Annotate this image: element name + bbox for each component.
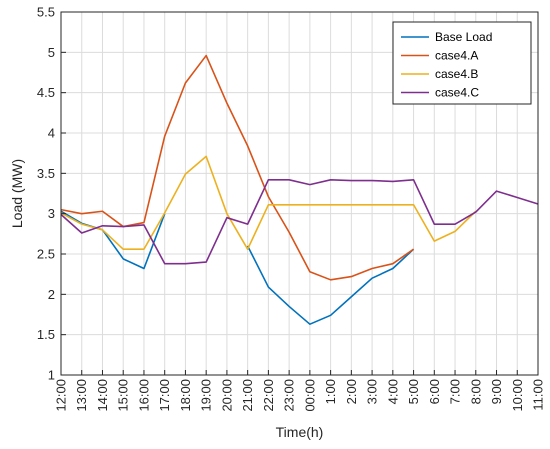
y-tick-label: 3.5 <box>37 166 55 181</box>
y-tick-label: 4.5 <box>37 85 55 100</box>
y-tick-label: 3 <box>48 206 55 221</box>
legend: Base Load case4.A case4.B case4.C <box>392 21 532 105</box>
y-tick-label: 5.5 <box>37 5 55 20</box>
x-tick-label: 16:00 <box>136 379 151 412</box>
x-tick-label: 8:00 <box>468 379 483 404</box>
x-tick-label: 00:00 <box>302 379 317 412</box>
y-tick-label: 2.5 <box>37 247 55 262</box>
x-tick-label: 23:00 <box>282 379 297 412</box>
y-tick-labels: 1 1.5 2 2.5 3 3.5 4 4.5 5 5.5 <box>37 5 66 383</box>
x-tick-label: 5:00 <box>406 379 421 404</box>
legend-entry: case4.B <box>435 67 478 81</box>
x-tick-label: 18:00 <box>178 379 193 412</box>
x-axis-label: Time(h) <box>276 424 324 440</box>
x-tick-label: 17:00 <box>157 379 172 412</box>
y-tick-label: 4 <box>48 126 55 141</box>
x-tick-label: 19:00 <box>199 379 214 412</box>
x-tick-label: 6:00 <box>427 379 442 404</box>
x-tick-label: 2:00 <box>344 379 359 404</box>
y-tick-label: 5 <box>48 45 55 60</box>
y-tick-label: 1 <box>48 368 55 383</box>
legend-box <box>392 21 532 105</box>
series-line-case4-a <box>60 54 415 281</box>
x-tick-label: 20:00 <box>219 379 234 412</box>
x-tick-label: 14:00 <box>95 379 110 412</box>
x-tick-label: 9:00 <box>489 379 504 404</box>
x-tick-labels: 12:00 13:00 14:00 15:00 16:00 17:00 18:00 19:00… <box>54 370 546 412</box>
y-tick-label: 1.5 <box>37 327 55 342</box>
x-tick-label: 11:00 <box>531 379 546 411</box>
x-tick-label: 4:00 <box>385 379 400 404</box>
series-line-case4-b <box>60 155 477 250</box>
legend-entry: case4.A <box>435 49 478 63</box>
y-axis-label: Load (MW) <box>9 159 25 228</box>
x-tick-label: 12:00 <box>54 379 69 412</box>
plot-frame <box>60 11 539 376</box>
series-lines <box>60 54 539 325</box>
y-tick-label: 2 <box>48 287 55 302</box>
x-tick-label: 15:00 <box>116 379 131 412</box>
x-tick-label: 10:00 <box>510 379 525 412</box>
x-tick-label: 3:00 <box>365 379 380 404</box>
x-tick-label: 1:00 <box>323 379 338 404</box>
series-line-case4-c <box>60 178 539 265</box>
x-tick-label: 7:00 <box>448 379 463 404</box>
x-tick-label: 21:00 <box>240 379 255 412</box>
series-line-base-load <box>60 210 415 325</box>
legend-entry: case4.C <box>435 86 479 100</box>
x-tick-label: 13:00 <box>74 379 89 412</box>
x-tick-label: 22:00 <box>261 379 276 412</box>
legend-entry: Base Load <box>435 30 492 44</box>
